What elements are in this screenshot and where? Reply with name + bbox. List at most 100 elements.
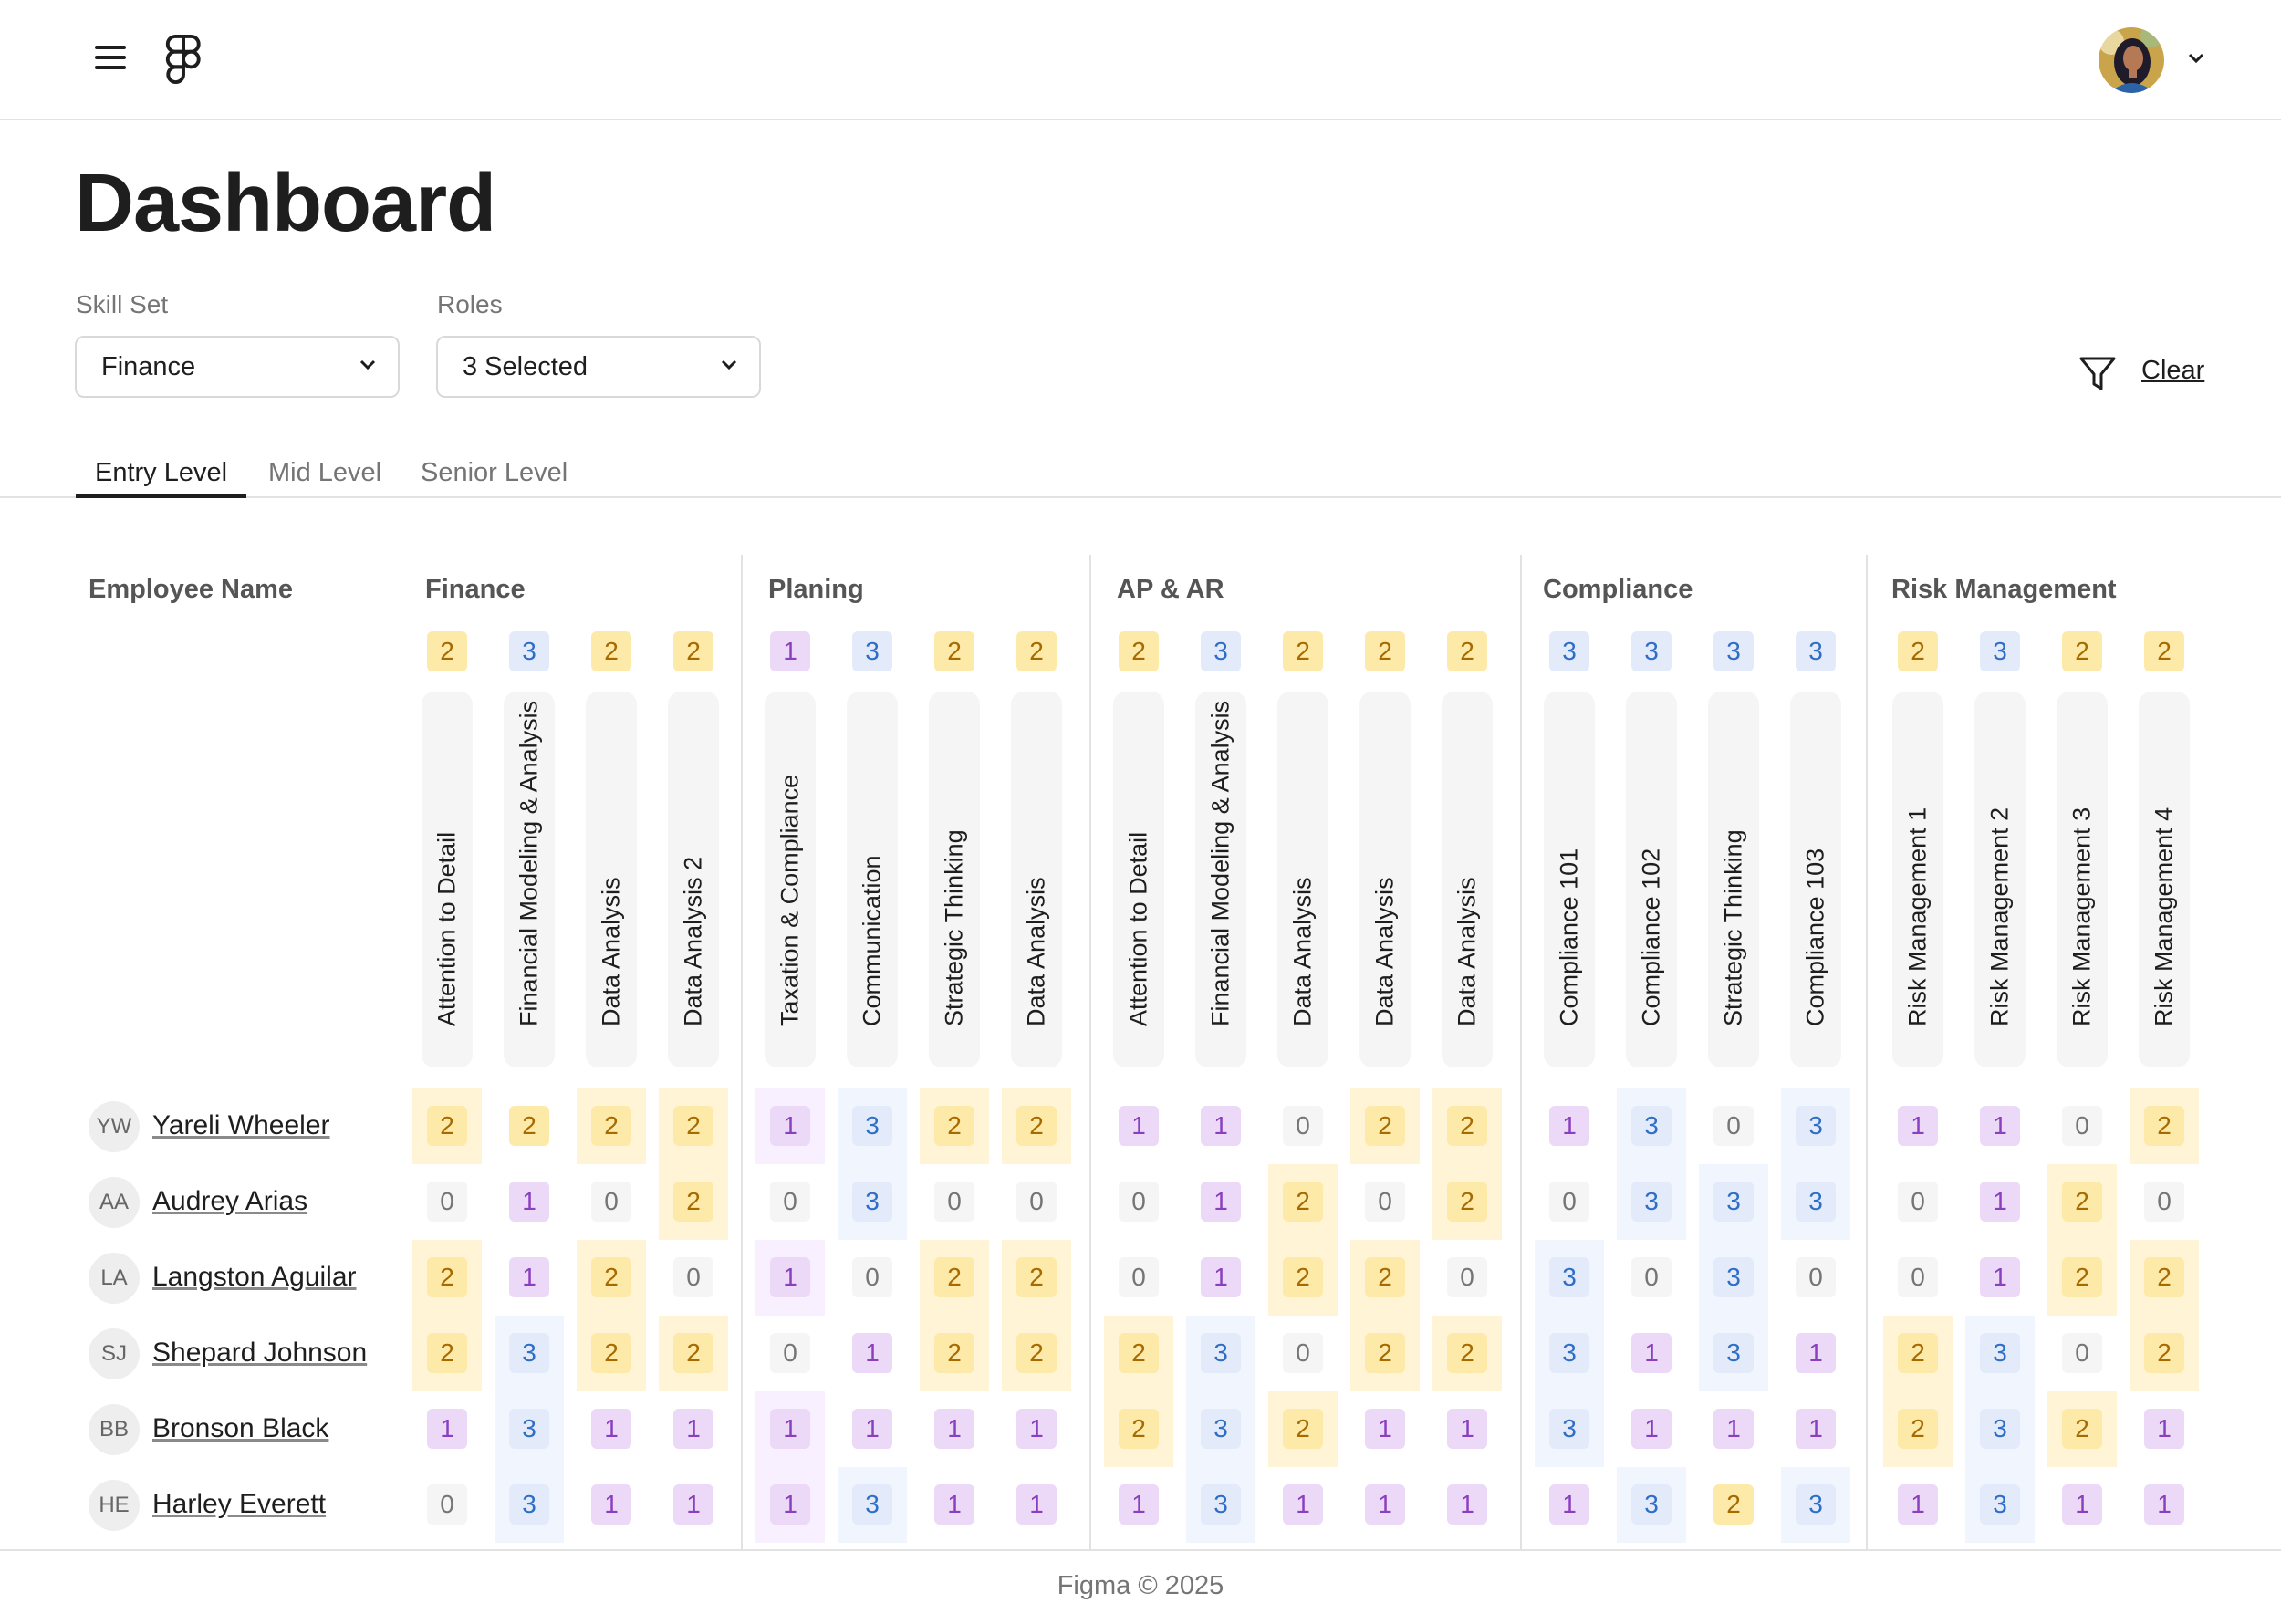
- tab-entry-level[interactable]: Entry Level: [76, 458, 247, 498]
- score-badge[interactable]: 1: [1365, 1409, 1405, 1449]
- score-badge[interactable]: 1: [509, 1182, 549, 1222]
- score-badge[interactable]: 1: [427, 1409, 467, 1449]
- score-badge[interactable]: 1: [770, 1409, 810, 1449]
- score-badge[interactable]: 3: [1980, 1333, 2020, 1373]
- score-badge[interactable]: 2: [1016, 1333, 1057, 1373]
- score-badge[interactable]: 0: [770, 1333, 810, 1373]
- skill-column-header[interactable]: Financial Modeling & Analysis: [504, 692, 555, 1067]
- score-badge[interactable]: 3: [1549, 1333, 1589, 1373]
- figma-logo[interactable]: [164, 35, 203, 86]
- score-badge[interactable]: 3: [1796, 1182, 1836, 1222]
- score-badge[interactable]: 2: [427, 1257, 467, 1297]
- score-badge[interactable]: 1: [1201, 1106, 1241, 1146]
- score-badge[interactable]: 3: [1549, 1257, 1589, 1297]
- score-badge[interactable]: 3: [509, 1484, 549, 1525]
- score-badge[interactable]: 0: [1365, 1182, 1405, 1222]
- score-badge[interactable]: 2: [934, 1257, 974, 1297]
- score-badge[interactable]: 1: [1898, 1484, 1938, 1525]
- skill-set-select[interactable]: Finance: [75, 336, 400, 398]
- score-badge[interactable]: 2: [1447, 1182, 1487, 1222]
- score-badge[interactable]: 1: [1796, 1409, 1836, 1449]
- score-badge[interactable]: 1: [1201, 1182, 1241, 1222]
- skill-column-header[interactable]: Strategic Thinking: [1708, 692, 1759, 1067]
- score-badge[interactable]: 3: [1549, 1409, 1589, 1449]
- skill-column-header[interactable]: Data Analysis 2: [668, 692, 719, 1067]
- filter-icon[interactable]: [2078, 356, 2117, 392]
- skill-column-header[interactable]: Data Analysis: [1011, 692, 1062, 1067]
- score-badge[interactable]: 1: [934, 1409, 974, 1449]
- skill-column-header[interactable]: Risk Management 1: [1892, 692, 1943, 1067]
- score-badge[interactable]: 0: [673, 1257, 713, 1297]
- score-badge[interactable]: 1: [2144, 1409, 2184, 1449]
- skill-column-header[interactable]: Taxation & Compliance: [765, 692, 816, 1067]
- score-badge[interactable]: 1: [1796, 1333, 1836, 1373]
- score-badge[interactable]: 1: [852, 1333, 892, 1373]
- score-badge[interactable]: 3: [1201, 1333, 1241, 1373]
- score-badge[interactable]: 3: [852, 1106, 892, 1146]
- score-badge[interactable]: 0: [1016, 1182, 1057, 1222]
- score-badge[interactable]: 1: [1980, 1182, 2020, 1222]
- score-badge[interactable]: 1: [673, 1409, 713, 1449]
- tab-mid-level[interactable]: Mid Level: [268, 458, 382, 487]
- score-badge[interactable]: 2: [1016, 1257, 1057, 1297]
- score-badge[interactable]: 2: [1119, 1409, 1159, 1449]
- score-badge[interactable]: 1: [770, 1484, 810, 1525]
- score-badge[interactable]: 2: [1365, 1333, 1405, 1373]
- skill-column-header[interactable]: Compliance 102: [1626, 692, 1677, 1067]
- score-badge[interactable]: 1: [852, 1409, 892, 1449]
- roles-select[interactable]: 3 Selected: [436, 336, 761, 398]
- skill-column-header[interactable]: Risk Management 2: [1974, 692, 2026, 1067]
- score-badge[interactable]: 3: [1796, 1484, 1836, 1525]
- score-badge[interactable]: 3: [509, 1333, 549, 1373]
- score-badge[interactable]: 1: [1283, 1484, 1323, 1525]
- score-badge[interactable]: 2: [2062, 1257, 2102, 1297]
- score-badge[interactable]: 3: [1713, 1182, 1754, 1222]
- skill-column-header[interactable]: Compliance 101: [1544, 692, 1595, 1067]
- score-badge[interactable]: 1: [509, 1257, 549, 1297]
- score-badge[interactable]: 2: [591, 1333, 631, 1373]
- score-badge[interactable]: 2: [1283, 1257, 1323, 1297]
- score-badge[interactable]: 1: [1549, 1484, 1589, 1525]
- skill-column-header[interactable]: Risk Management 3: [2057, 692, 2108, 1067]
- score-badge[interactable]: 2: [934, 1333, 974, 1373]
- skill-column-header[interactable]: Attention to Detail: [422, 692, 473, 1067]
- score-badge[interactable]: 1: [2062, 1484, 2102, 1525]
- score-badge[interactable]: 1: [1119, 1484, 1159, 1525]
- score-badge[interactable]: 1: [1365, 1484, 1405, 1525]
- score-badge[interactable]: 2: [427, 1106, 467, 1146]
- score-badge[interactable]: 0: [2062, 1333, 2102, 1373]
- score-badge[interactable]: 0: [2062, 1106, 2102, 1146]
- employee-name-link[interactable]: Bronson Black: [152, 1413, 329, 1443]
- score-badge[interactable]: 0: [1549, 1182, 1589, 1222]
- score-badge[interactable]: 0: [1898, 1182, 1938, 1222]
- score-badge[interactable]: 2: [1713, 1484, 1754, 1525]
- score-badge[interactable]: 3: [509, 1409, 549, 1449]
- clear-filters-button[interactable]: Clear: [2141, 356, 2205, 385]
- score-badge[interactable]: 0: [852, 1257, 892, 1297]
- score-badge[interactable]: 0: [770, 1182, 810, 1222]
- score-badge[interactable]: 0: [1898, 1257, 1938, 1297]
- score-badge[interactable]: 1: [1980, 1257, 2020, 1297]
- score-badge[interactable]: 2: [1447, 1106, 1487, 1146]
- skill-column-header[interactable]: Data Analysis: [586, 692, 637, 1067]
- score-badge[interactable]: 2: [2062, 1182, 2102, 1222]
- skill-column-header[interactable]: Financial Modeling & Analysis: [1195, 692, 1246, 1067]
- score-badge[interactable]: 1: [1447, 1484, 1487, 1525]
- skill-column-header[interactable]: Risk Management 4: [2139, 692, 2190, 1067]
- score-badge[interactable]: 3: [1796, 1106, 1836, 1146]
- score-badge[interactable]: 1: [2144, 1484, 2184, 1525]
- skill-column-header[interactable]: Data Analysis: [1277, 692, 1328, 1067]
- score-badge[interactable]: 3: [1631, 1106, 1672, 1146]
- score-badge[interactable]: 1: [1631, 1333, 1672, 1373]
- score-badge[interactable]: 3: [1713, 1257, 1754, 1297]
- score-badge[interactable]: 1: [591, 1484, 631, 1525]
- score-badge[interactable]: 2: [1283, 1409, 1323, 1449]
- score-badge[interactable]: 2: [2144, 1333, 2184, 1373]
- skill-column-header[interactable]: Compliance 103: [1790, 692, 1841, 1067]
- score-badge[interactable]: 1: [1980, 1106, 2020, 1146]
- score-badge[interactable]: 1: [1631, 1409, 1672, 1449]
- score-badge[interactable]: 0: [591, 1182, 631, 1222]
- score-badge[interactable]: 0: [1283, 1333, 1323, 1373]
- score-badge[interactable]: 2: [591, 1257, 631, 1297]
- score-badge[interactable]: 3: [852, 1484, 892, 1525]
